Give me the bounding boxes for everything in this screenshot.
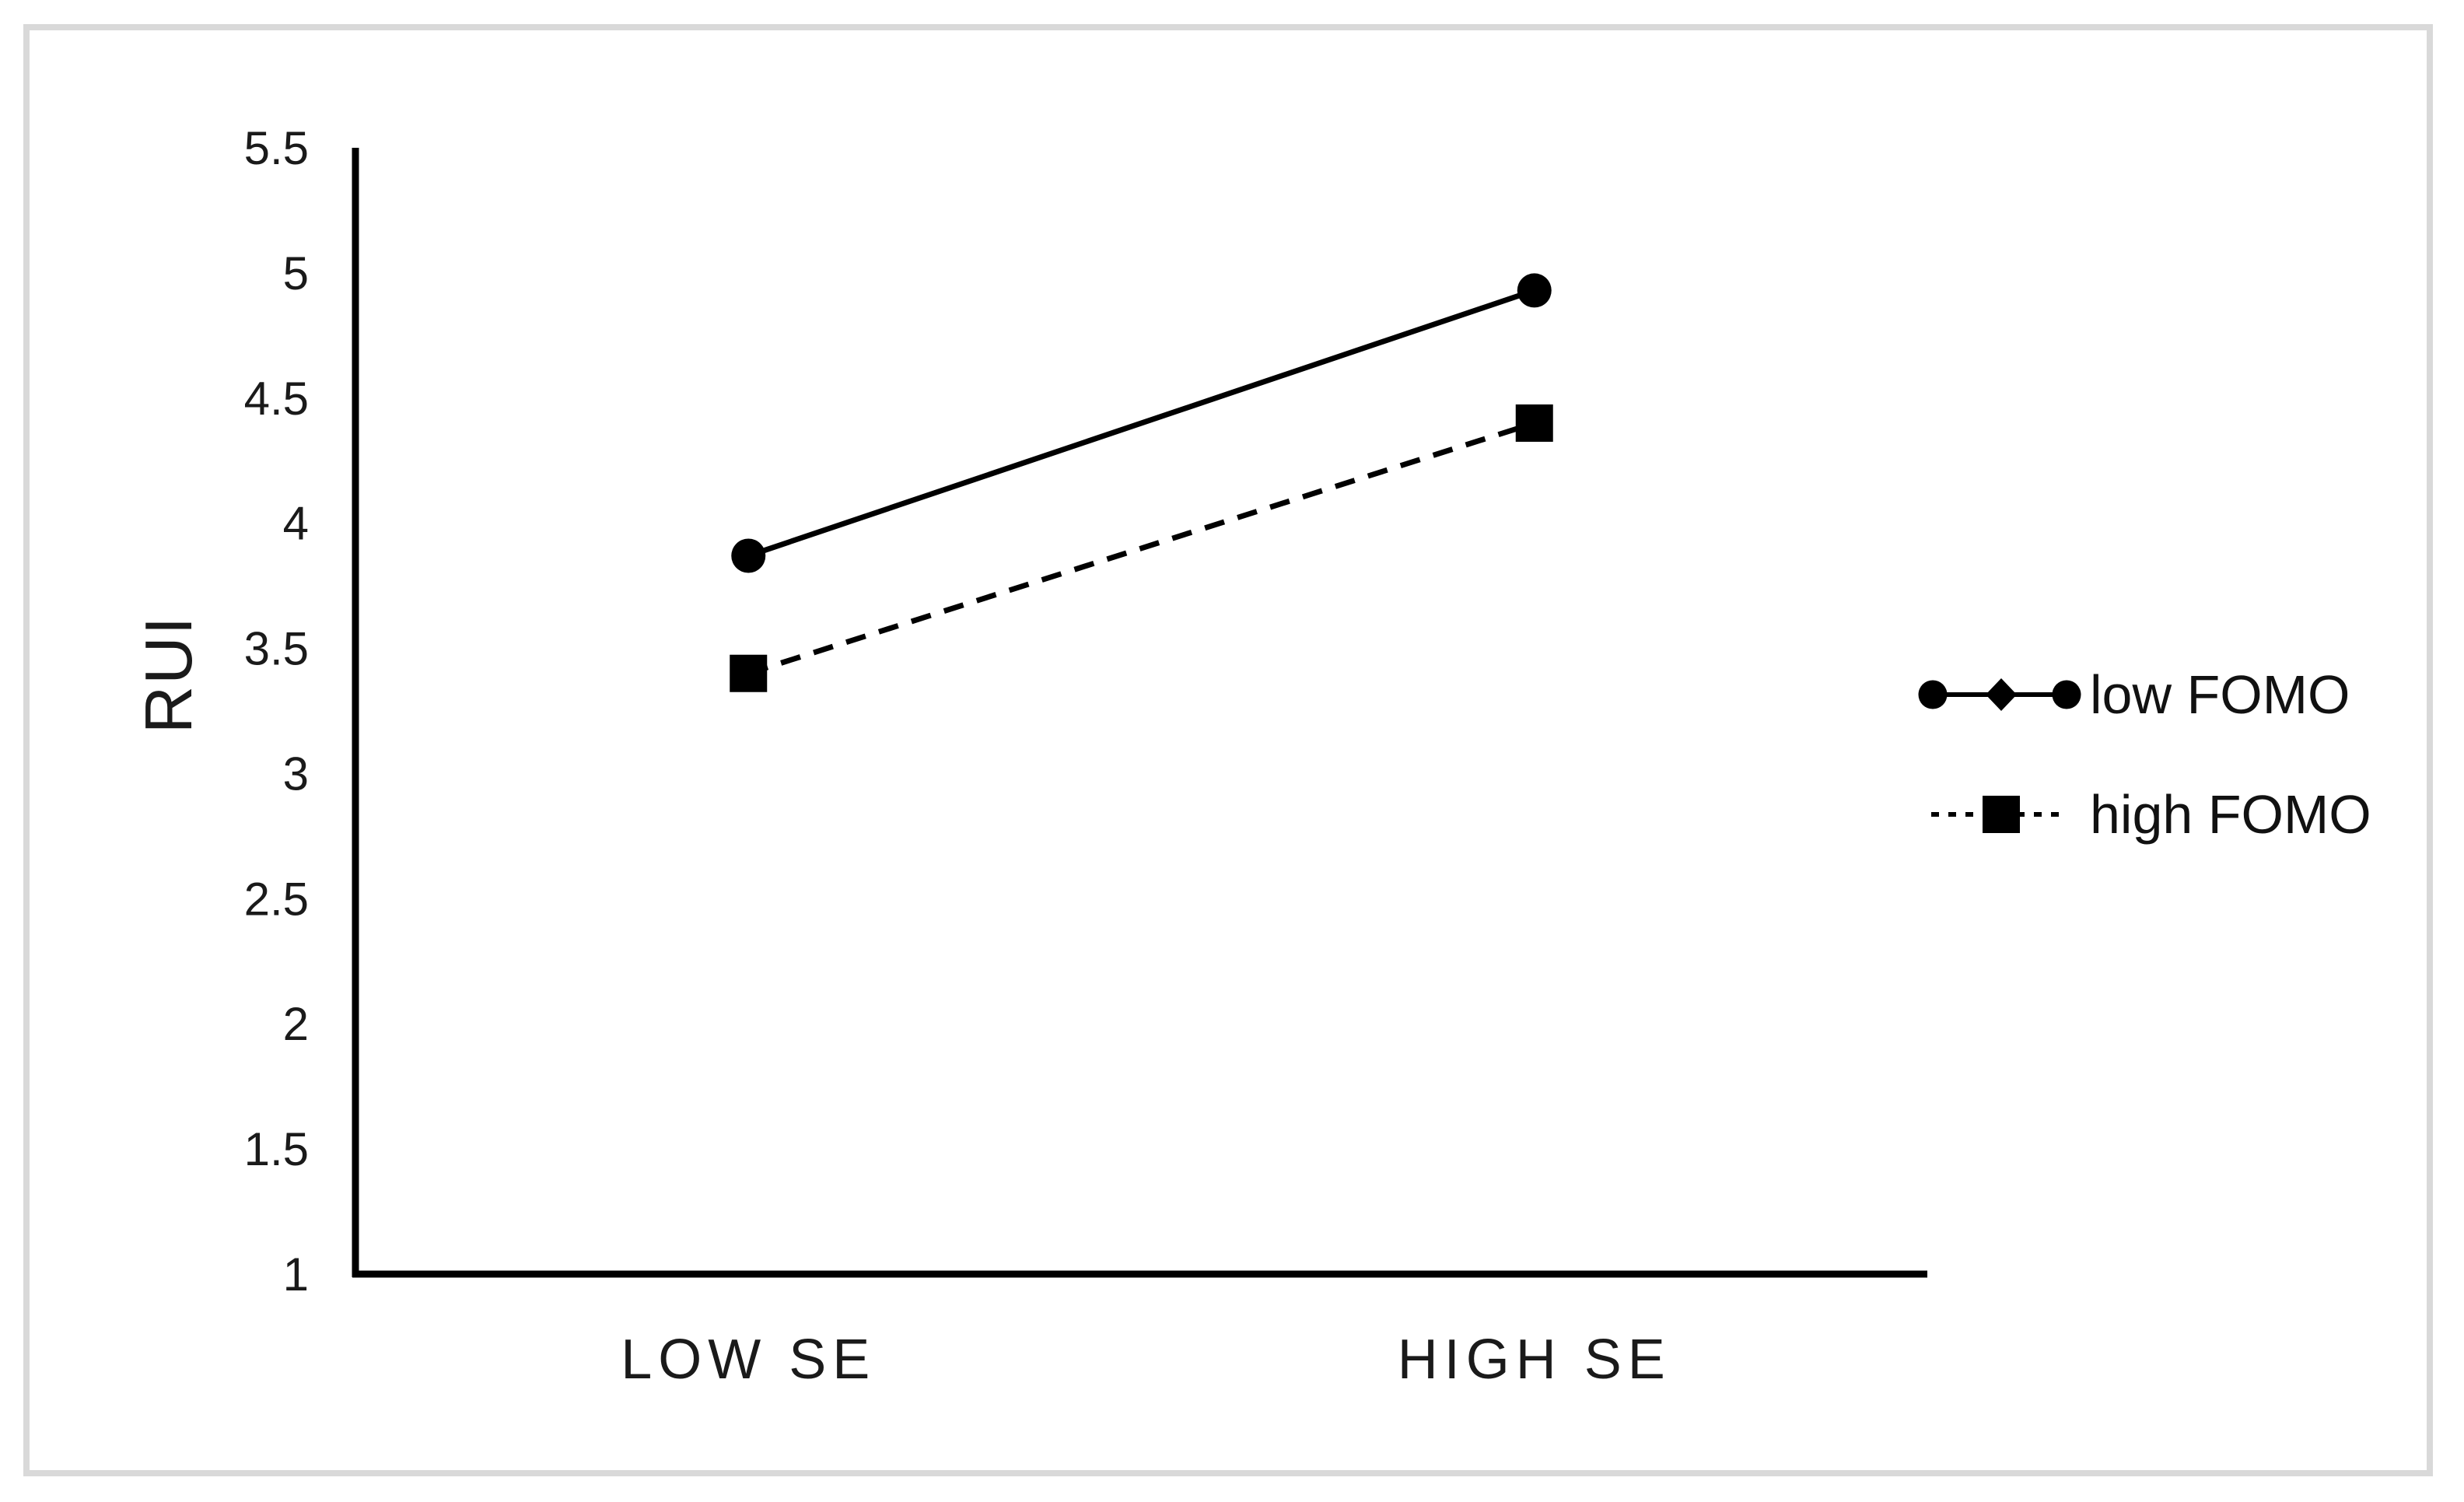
y-tick-label: 5.5 bbox=[244, 122, 309, 174]
marker-high-fomo-high-se bbox=[1515, 404, 1553, 442]
legend-key-solid-line-icon bbox=[1918, 678, 2081, 711]
marker-high-fomo-low-se bbox=[730, 654, 768, 692]
marker-low-fomo-high-se bbox=[1517, 273, 1552, 308]
y-tick-label: 4 bbox=[283, 498, 309, 550]
x-category-label: LOW SE bbox=[621, 1329, 876, 1391]
y-tick-label: 3.5 bbox=[244, 623, 309, 675]
legend-key-dotted-line-icon bbox=[1931, 796, 2063, 833]
y-tick-label: 1 bbox=[283, 1248, 309, 1301]
y-axis-title: RUI bbox=[132, 614, 206, 734]
x-category-label: HIGH SE bbox=[1398, 1329, 1671, 1391]
series-line-high-fomo bbox=[747, 420, 1535, 677]
y-tick-label: 5 bbox=[283, 247, 309, 299]
series-line-low-fomo bbox=[747, 288, 1535, 558]
legend-label: high FOMO bbox=[2090, 784, 2371, 845]
legend-item-high-fomo: high FOMO bbox=[1915, 779, 2371, 849]
legend-label: low FOMO bbox=[2090, 664, 2350, 725]
y-tick-label: 1.5 bbox=[244, 1123, 309, 1175]
marker-low-fomo-low-se bbox=[731, 538, 766, 573]
y-tick-label: 2.5 bbox=[244, 873, 309, 925]
legend-item-low-fomo: low FOMO bbox=[1915, 660, 2350, 730]
y-tick-label: 4.5 bbox=[244, 373, 309, 425]
y-tick-label: 3 bbox=[283, 747, 309, 800]
y-tick-label: 2 bbox=[283, 998, 309, 1050]
